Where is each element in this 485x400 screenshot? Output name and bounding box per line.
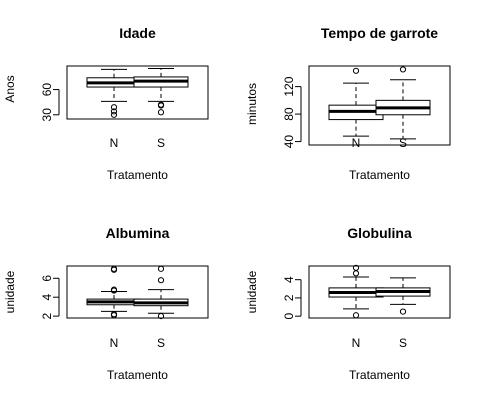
y-axis-label: minutos (245, 83, 259, 125)
outlier-point (157, 102, 165, 109)
panel-albumina: Albumina Tratamento unidade 2 4 6 N S (3, 225, 209, 382)
box-N (328, 67, 384, 137)
y-tick-label: 4 (282, 276, 296, 283)
outlier-point (352, 312, 360, 319)
box-N (86, 68, 142, 118)
plot-frame (66, 65, 209, 120)
y-tick-label: 80 (282, 107, 296, 121)
panel-title: Albumina (106, 225, 170, 241)
outlier-point (157, 313, 165, 320)
outlier-point (399, 66, 407, 73)
plot-frame (66, 265, 209, 319)
outlier-point (110, 104, 118, 111)
y-axis-label: Anos (3, 75, 17, 102)
outlier-point (110, 111, 118, 118)
y-tick-label: 2 (282, 294, 296, 301)
panel-tempo-de-garrote: Tempo de garrote Tratamento minutos 40 80… (245, 25, 451, 182)
outlier-point (352, 67, 360, 74)
y-axis-label: unidade (245, 270, 259, 313)
outlier-point (110, 287, 118, 294)
box-S (375, 66, 431, 140)
x-tick-label: N (110, 336, 119, 350)
y-tick-label: 60 (40, 83, 54, 97)
panel-title: Globulina (347, 225, 412, 241)
x-tick-label: N (110, 136, 119, 150)
y-tick-label: 4 (40, 294, 54, 301)
plot-frame (308, 265, 451, 319)
box-N (328, 264, 384, 319)
outlier-point (399, 308, 407, 315)
y-tick-label: 30 (40, 108, 54, 122)
panel-globulina: Globulina Tratamento unidade 0 2 4 N S (245, 225, 451, 382)
y-tick-label: 40 (282, 135, 296, 149)
outlier-point (157, 109, 165, 116)
outlier-point (110, 108, 118, 115)
x-tick-label: S (157, 136, 165, 150)
x-tick-label: S (399, 136, 407, 150)
y-tick-label: 120 (282, 76, 296, 96)
outlier-point (157, 265, 165, 272)
x-tick-label: N (352, 336, 361, 350)
outlier-point (157, 277, 165, 284)
box-S (133, 265, 189, 320)
box-N (86, 265, 142, 319)
outlier-point (352, 270, 360, 277)
x-tick-label: N (352, 136, 361, 150)
x-tick-label: S (157, 336, 165, 350)
y-axis-label: unidade (3, 270, 17, 313)
x-axis-label: Tratamento (107, 368, 168, 382)
panel-title: Tempo de garrote (321, 25, 438, 41)
y-tick-label: 0 (282, 313, 296, 320)
panel-title: Idade (119, 25, 156, 41)
plot-frame (308, 65, 451, 146)
outlier-point (110, 266, 118, 273)
x-tick-label: S (399, 336, 407, 350)
box-S (375, 277, 431, 315)
box-S (133, 68, 189, 116)
y-tick-label: 6 (40, 275, 54, 282)
panel-idade: Idade Tratamento Anos 30 60 N S (3, 25, 209, 182)
x-axis-label: Tratamento (349, 168, 410, 182)
x-axis-label: Tratamento (349, 368, 410, 382)
y-tick-label: 2 (40, 312, 54, 319)
outlier-point (110, 312, 118, 319)
x-axis-label: Tratamento (107, 168, 168, 182)
